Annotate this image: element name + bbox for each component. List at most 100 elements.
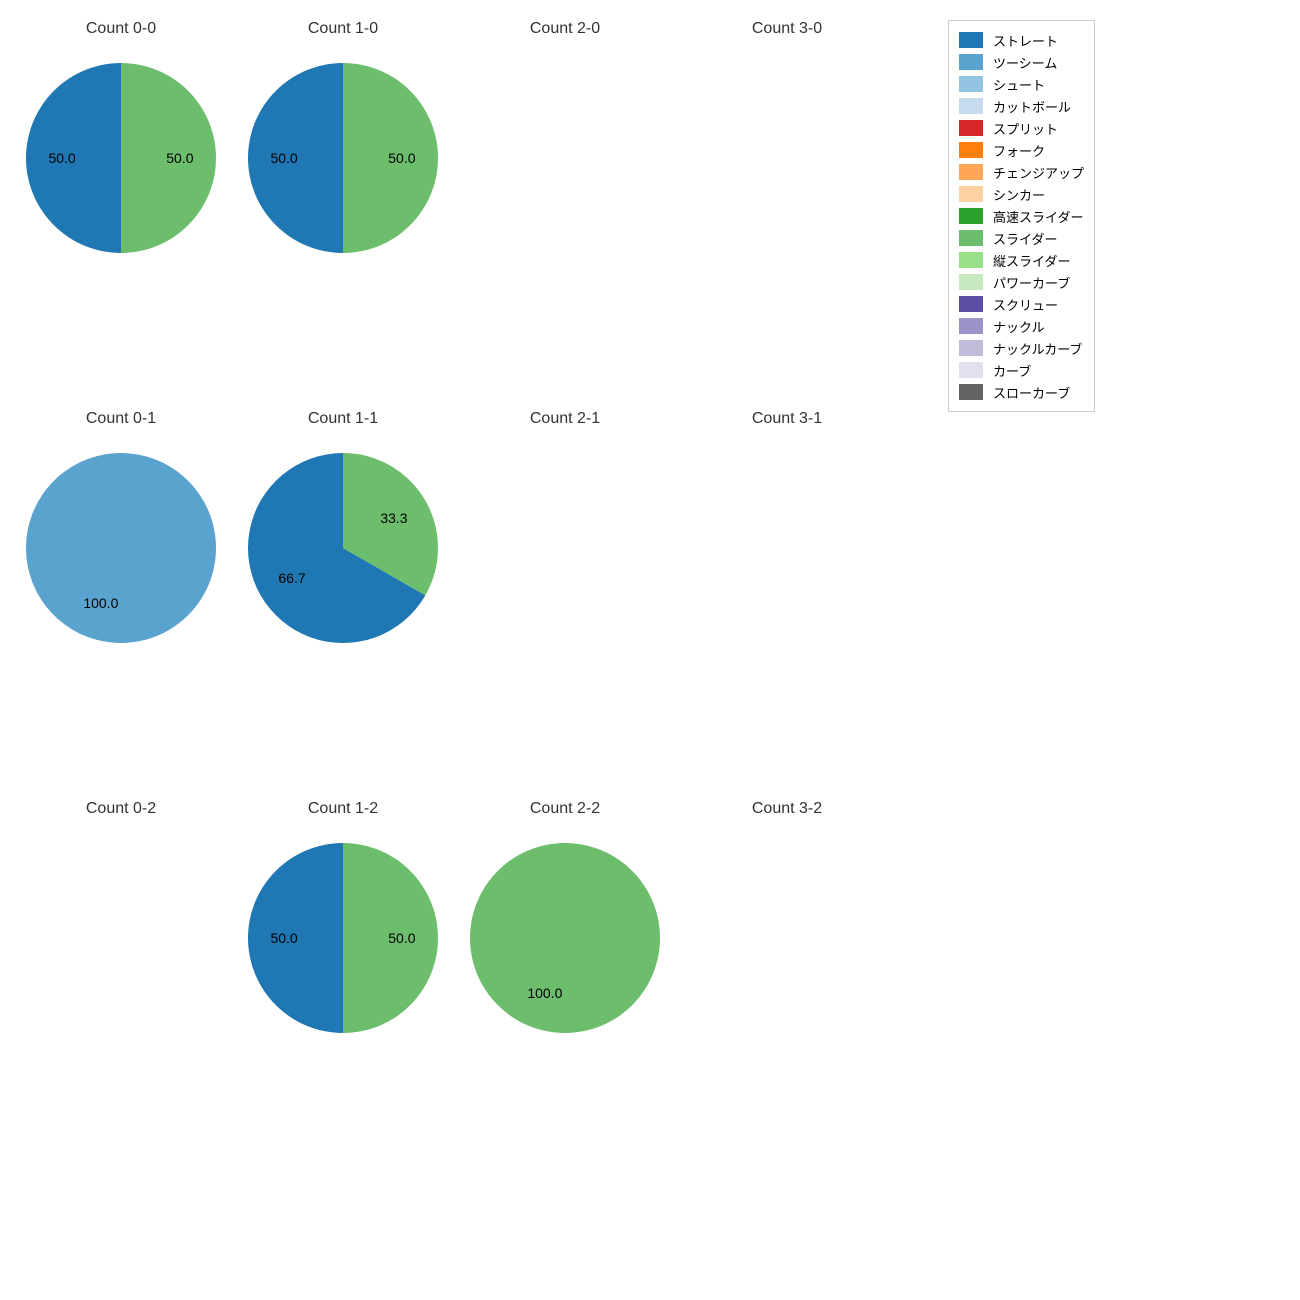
pie-wrap xyxy=(692,843,882,1033)
legend-label: 縦スライダー xyxy=(993,251,1070,270)
legend-row: カットボール xyxy=(959,95,1084,117)
legend-swatch xyxy=(959,362,983,378)
pie-cell: Count 0-1 100.0 xyxy=(10,410,232,780)
legend-box: ストレートツーシームシュートカットボールスプリットフォークチェンジアップシンカー… xyxy=(948,20,1095,412)
pie-slice-label: 100.0 xyxy=(527,985,562,1001)
pie-wrap: 50.0 50.0 xyxy=(248,843,438,1033)
pie-slice xyxy=(26,453,216,643)
pie-svg xyxy=(26,453,216,643)
legend-label: シュート xyxy=(993,75,1045,94)
pie-slice-label: 66.7 xyxy=(278,570,305,586)
legend-label: シンカー xyxy=(993,185,1045,204)
pie-cell-title: Count 2-0 xyxy=(530,20,600,38)
legend-swatch xyxy=(959,142,983,158)
pie-wrap: 100.0 xyxy=(26,453,216,643)
legend-label: ストレート xyxy=(993,31,1058,50)
pie-grid: Count 0-050.050.0Count 1-050.050.0Count … xyxy=(10,20,930,1170)
pie-cell: Count 2-2 100.0 xyxy=(454,800,676,1170)
pie-slice-label: 50.0 xyxy=(270,930,297,946)
legend-swatch xyxy=(959,32,983,48)
pie-wrap xyxy=(692,63,882,253)
pie-cell-title: Count 1-1 xyxy=(308,410,378,428)
pie-slice-label: 33.3 xyxy=(380,510,407,526)
legend-label: スクリュー xyxy=(993,295,1058,314)
pie-cell-title: Count 1-0 xyxy=(308,20,378,38)
legend-row: シンカー xyxy=(959,183,1084,205)
pie-cell: Count 3-2 xyxy=(676,800,898,1170)
pie-wrap xyxy=(470,453,660,643)
legend-row: チェンジアップ xyxy=(959,161,1084,183)
pie-cell: Count 3-1 xyxy=(676,410,898,780)
pie-slice-label: 50.0 xyxy=(48,150,75,166)
pie-cell-title: Count 1-2 xyxy=(308,800,378,818)
legend-label: ナックルカーブ xyxy=(993,339,1082,358)
legend-row: ストレート xyxy=(959,29,1084,51)
pie-slice-label: 50.0 xyxy=(270,150,297,166)
legend-swatch xyxy=(959,164,983,180)
pie-cell-title: Count 3-1 xyxy=(752,410,822,428)
pie-slice-label: 50.0 xyxy=(166,150,193,166)
legend-row: カーブ xyxy=(959,359,1084,381)
legend-label: カーブ xyxy=(993,361,1031,380)
pie-cell-title: Count 2-2 xyxy=(530,800,600,818)
pie-cell-title: Count 2-1 xyxy=(530,410,600,428)
pie-cell: Count 2-1 xyxy=(454,410,676,780)
legend-swatch xyxy=(959,296,983,312)
legend-row: ナックル xyxy=(959,315,1084,337)
legend-label: パワーカーブ xyxy=(993,273,1070,292)
pie-cell: Count 1-2 50.0 50.0 xyxy=(232,800,454,1170)
pie-svg xyxy=(248,453,438,643)
legend-label: 高速スライダー xyxy=(993,207,1083,226)
legend-label: スローカーブ xyxy=(993,383,1070,402)
legend-row: パワーカーブ xyxy=(959,271,1084,293)
pie-wrap: 50.050.0 xyxy=(248,63,438,253)
legend-row: スライダー xyxy=(959,227,1084,249)
pie-cell-title: Count 0-1 xyxy=(86,410,156,428)
legend-label: チェンジアップ xyxy=(993,163,1084,182)
pie-wrap xyxy=(26,843,216,1033)
legend-label: カットボール xyxy=(993,97,1071,116)
legend-row: スローカーブ xyxy=(959,381,1084,403)
legend-label: ツーシーム xyxy=(993,53,1057,72)
legend-row: フォーク xyxy=(959,139,1084,161)
legend-swatch xyxy=(959,340,983,356)
legend-row: ナックルカーブ xyxy=(959,337,1084,359)
legend-swatch xyxy=(959,318,983,334)
legend-swatch xyxy=(959,120,983,136)
legend-swatch xyxy=(959,54,983,70)
legend-swatch xyxy=(959,274,983,290)
pie-cell-title: Count 3-0 xyxy=(752,20,822,38)
pie-slice xyxy=(470,843,660,1033)
pie-cell: Count 1-1 66.7 33.3 xyxy=(232,410,454,780)
chart-container: Count 0-050.050.0Count 1-050.050.0Count … xyxy=(10,20,930,1170)
legend-row: スプリット xyxy=(959,117,1084,139)
pie-cell-title: Count 0-0 xyxy=(86,20,156,38)
legend-row: 縦スライダー xyxy=(959,249,1084,271)
legend-label: スライダー xyxy=(993,229,1057,248)
pie-slice-label: 100.0 xyxy=(83,595,118,611)
legend-label: スプリット xyxy=(993,119,1058,138)
legend-label: フォーク xyxy=(993,141,1045,160)
legend-swatch xyxy=(959,208,983,224)
pie-slice-label: 50.0 xyxy=(388,930,415,946)
legend-swatch xyxy=(959,98,983,114)
pie-wrap xyxy=(692,453,882,643)
pie-wrap xyxy=(470,63,660,253)
legend-swatch xyxy=(959,252,983,268)
legend-row: シュート xyxy=(959,73,1084,95)
legend-label: ナックル xyxy=(993,317,1045,336)
pie-svg xyxy=(470,843,660,1033)
legend-row: ツーシーム xyxy=(959,51,1084,73)
legend-swatch xyxy=(959,76,983,92)
pie-cell: Count 1-0 50.050.0 xyxy=(232,20,454,390)
legend-row: スクリュー xyxy=(959,293,1084,315)
pie-wrap: 100.0 xyxy=(470,843,660,1033)
pie-cell: Count 3-0 xyxy=(676,20,898,390)
pie-cell: Count 0-0 50.0 50.0 xyxy=(10,20,232,390)
legend-swatch xyxy=(959,230,983,246)
pie-cell-title: Count 3-2 xyxy=(752,800,822,818)
pie-cell-title: Count 0-2 xyxy=(86,800,156,818)
legend-swatch xyxy=(959,384,983,400)
pie-cell: Count 0-2 xyxy=(10,800,232,1170)
pie-wrap: 50.0 50.0 xyxy=(26,63,216,253)
